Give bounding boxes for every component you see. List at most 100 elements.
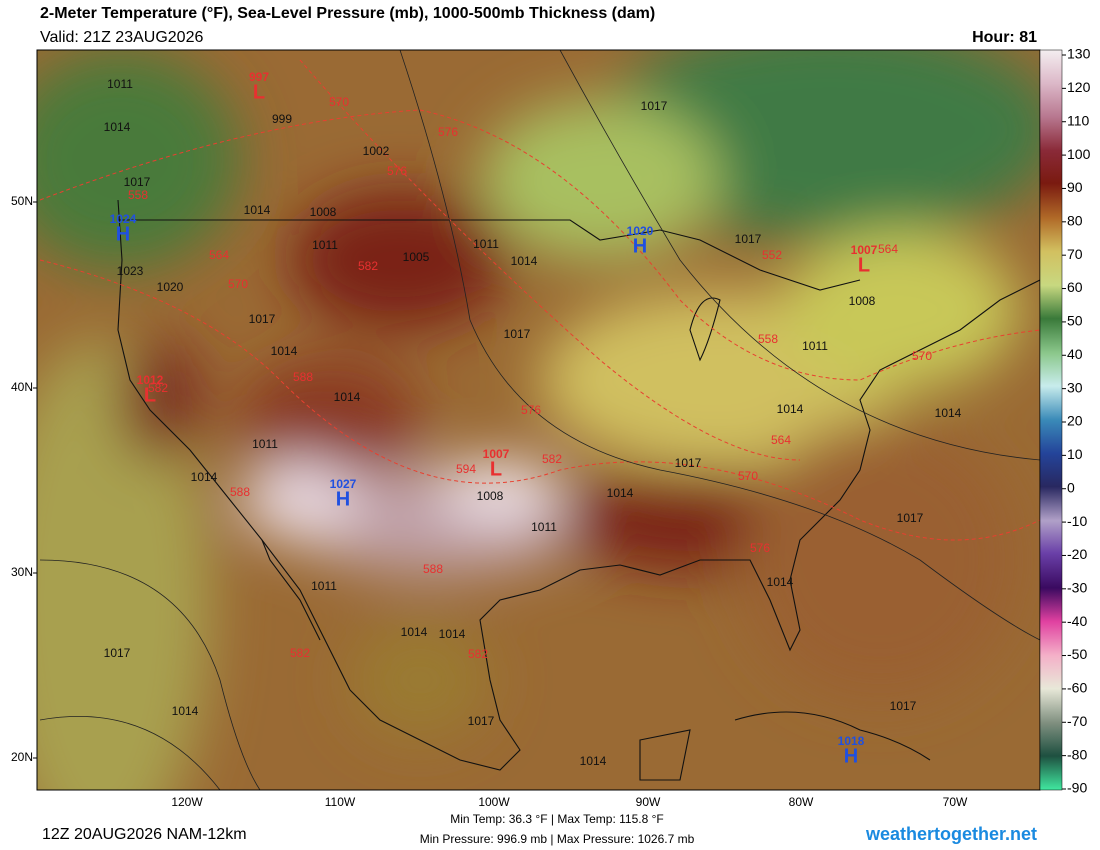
colorbar-label: 30	[1067, 379, 1083, 395]
isobar-label: 1017	[675, 456, 702, 470]
colorbar-label: 50	[1067, 313, 1083, 329]
isobar-label: 1014	[607, 486, 634, 500]
lon-label: 70W	[943, 795, 968, 809]
isobar-label: 1005	[403, 250, 430, 264]
isobar-label: 1014	[511, 254, 538, 268]
colorbar-label: 60	[1067, 279, 1083, 295]
center-letter: L	[144, 384, 156, 406]
thickness-label: 564	[878, 242, 898, 256]
isobar-label: 1017	[504, 327, 531, 341]
colorbar-label: -30	[1067, 580, 1087, 596]
colorbar-label: 0	[1067, 479, 1075, 495]
thickness-contours	[39, 59, 1040, 541]
colorbar-label: -90	[1067, 780, 1087, 796]
thickness-label: 588	[293, 370, 313, 384]
center-value: 1012	[137, 373, 164, 387]
center-letter: L	[490, 458, 502, 480]
colorbar-label: -20	[1067, 546, 1087, 562]
thickness-label: 582	[468, 647, 488, 661]
isobar-label: 1008	[849, 294, 876, 308]
isobar-label: 1014	[104, 120, 131, 134]
isobar-label: 1014	[935, 406, 962, 420]
colorbar	[1039, 49, 1063, 791]
thickness-label: 570	[228, 277, 248, 291]
thickness-label: 570	[912, 349, 932, 363]
thickness-label: 564	[209, 248, 229, 262]
colorbar-label: -10	[1067, 513, 1087, 529]
isobar-label: 1014	[439, 627, 466, 641]
site-link[interactable]: weathertogether.net	[865, 824, 1037, 844]
isobar-label: 999	[272, 112, 292, 126]
thickness-label: 576	[750, 541, 770, 555]
thickness-label: 564	[771, 433, 791, 447]
colorbar-label: 130	[1067, 46, 1091, 62]
colorbar-label: 40	[1067, 346, 1083, 362]
lon-label: 80W	[789, 795, 814, 809]
thickness-label: 594	[456, 462, 476, 476]
isobar-label: 1023	[117, 264, 144, 278]
isobar-label: 1014	[767, 575, 794, 589]
thickness-label: 570	[738, 469, 758, 483]
title: 2-Meter Temperature (°F), Sea-Level Pres…	[40, 5, 655, 22]
isobar-label: 1017	[468, 714, 495, 728]
model-run: 12Z 20AUG2026 NAM-12km	[42, 826, 247, 843]
lat-label: 20N	[11, 750, 33, 764]
thickness-label: 582	[148, 381, 168, 395]
temp-range: Min Temp: 36.3 °F | Max Temp: 115.8 °F	[450, 812, 663, 826]
pressure-range: Min Pressure: 996.9 mb | Max Pressure: 1…	[420, 832, 695, 846]
isobar-label: 1017	[890, 699, 917, 713]
lon-label: 120W	[171, 795, 203, 809]
isobar-label: 1014	[777, 402, 804, 416]
isobar-label: 1014	[244, 203, 271, 217]
isobar-label: 1011	[802, 339, 828, 353]
thickness-label: 588	[423, 562, 443, 576]
isobar-label: 1014	[271, 344, 298, 358]
isobar-label: 1017	[249, 312, 276, 326]
colorbar-label: 100	[1067, 146, 1091, 162]
isobar-label: 1014	[580, 754, 607, 768]
center-letter: H	[633, 235, 647, 257]
coastlines	[117, 199, 1040, 781]
colorbar-label: -60	[1067, 680, 1087, 696]
isobars	[39, 50, 1040, 790]
colorbar-label: 70	[1067, 246, 1083, 262]
isobar-label: 1014	[172, 704, 199, 718]
colorbar-label: 20	[1067, 413, 1083, 429]
isobar-label: 1017	[735, 232, 762, 246]
isobar-label: 1011	[312, 238, 338, 252]
center-value: 1018	[838, 734, 865, 748]
lat-label: 50N	[11, 194, 33, 208]
thickness-label: 570	[329, 95, 349, 109]
colorbar-label: 90	[1067, 179, 1083, 195]
center-value: 1020	[627, 224, 654, 238]
center-letter: L	[858, 254, 870, 276]
colorbar-label: 110	[1067, 112, 1090, 128]
center-value: 1027	[330, 477, 357, 491]
thickness-label: 576	[521, 403, 541, 417]
isobar-label: 1008	[310, 205, 337, 219]
lat-label: 30N	[11, 565, 33, 579]
thickness-label: 588	[230, 485, 250, 499]
colorbar-label: 120	[1067, 79, 1091, 95]
isobar-label: 1011	[473, 237, 499, 251]
center-letter: H	[336, 488, 350, 510]
isobar-label: 1011	[311, 579, 337, 593]
center-value: 1007	[483, 447, 510, 461]
thickness-label: 558	[758, 332, 778, 346]
isobar-label: 1017	[124, 175, 151, 189]
isobar-label: 1014	[334, 390, 361, 404]
isobar-label: 1017	[641, 99, 668, 113]
isobar-label: 1017	[897, 511, 924, 525]
colorbar-label: -50	[1067, 646, 1087, 662]
thickness-label: 576	[438, 125, 458, 139]
thickness-label: 582	[290, 646, 310, 660]
thickness-label: 576	[387, 164, 407, 178]
thickness-label: 552	[762, 248, 782, 262]
isobar-label: 1014	[401, 625, 428, 639]
center-letter: L	[253, 81, 265, 103]
forecast-hour: Hour: 81	[972, 29, 1037, 46]
isobar-label: 1020	[157, 280, 184, 294]
map	[37, 50, 1040, 790]
thickness-label: 582	[358, 259, 378, 273]
thickness-label: 582	[542, 452, 562, 466]
